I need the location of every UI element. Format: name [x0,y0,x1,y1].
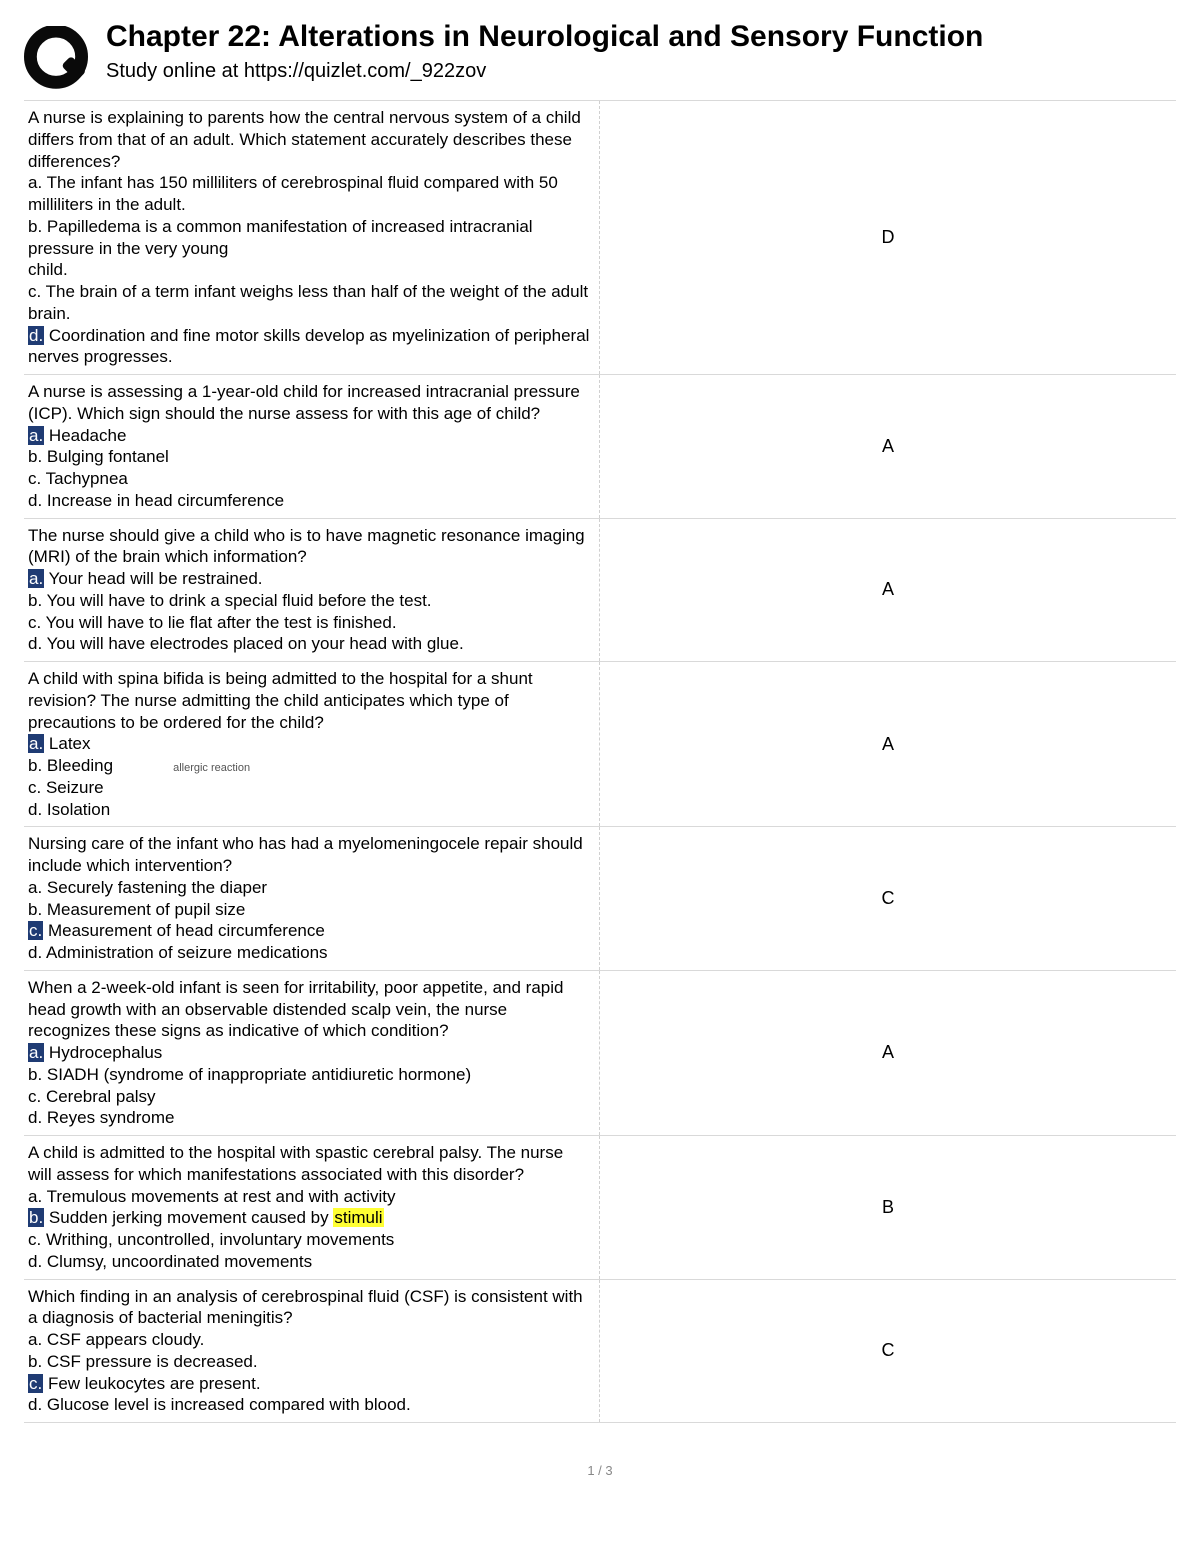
question-line: d. Clumsy, uncoordinated movements [28,1251,591,1273]
quizlet-logo-icon [24,26,88,90]
highlight: stimuli [333,1208,383,1227]
question-line: b. You will have to drink a special flui… [28,590,591,612]
highlight: c. [28,1374,43,1393]
question-cell: A child with spina bifida is being admit… [24,662,600,826]
highlight: a. [28,569,44,588]
question-line: c. The brain of a term infant weighs les… [28,281,591,325]
table-row: A nurse is assessing a 1-year-old child … [24,374,1176,518]
question-cell: A nurse is assessing a 1-year-old child … [24,375,600,518]
table-row: The nurse should give a child who is to … [24,518,1176,662]
question-line: c. Few leukocytes are present. [28,1373,591,1395]
question-line: b. SIADH (syndrome of inappropriate anti… [28,1064,591,1086]
question-line: a. CSF appears cloudy. [28,1329,591,1351]
question-cell: The nurse should give a child who is to … [24,519,600,662]
question-line: Which finding in an analysis of cerebros… [28,1286,591,1330]
question-line: b. CSF pressure is decreased. [28,1351,591,1373]
question-line: The nurse should give a child who is to … [28,525,591,569]
question-line: a. Latex [28,733,591,755]
question-cell: Nursing care of the infant who has had a… [24,827,600,970]
question-line: b. Bleedingallergic reaction [28,755,591,777]
question-line: a. Tremulous movements at rest and with … [28,1186,591,1208]
question-line: d. Isolation [28,799,591,821]
question-line: Nursing care of the infant who has had a… [28,833,591,877]
highlight: c. [28,921,43,940]
question-line: c. Cerebral palsy [28,1086,591,1108]
table-row: A child is admitted to the hospital with… [24,1135,1176,1279]
question-line: a. Securely fastening the diaper [28,877,591,899]
question-line: b. Measurement of pupil size [28,899,591,921]
question-line: A child is admitted to the hospital with… [28,1142,591,1186]
question-line: c. You will have to lie flat after the t… [28,612,591,634]
question-line: a. Your head will be restrained. [28,568,591,590]
table-row: Nursing care of the infant who has had a… [24,826,1176,970]
question-line: A nurse is assessing a 1-year-old child … [28,381,591,425]
page: Chapter 22: Alterations in Neurological … [0,0,1200,1498]
question-line: c. Measurement of head circumference [28,920,591,942]
answer-cell: C [600,1280,1176,1423]
annotation: allergic reaction [173,762,250,774]
question-line: d. You will have electrodes placed on yo… [28,633,591,655]
page-title: Chapter 22: Alterations in Neurological … [106,20,983,54]
table-row: A child with spina bifida is being admit… [24,661,1176,826]
answer-cell: A [600,971,1176,1135]
answer-cell: A [600,519,1176,662]
question-line: c. Seizure [28,777,591,799]
highlight: a. [28,734,44,753]
question-line: A nurse is explaining to parents how the… [28,107,591,172]
answer-cell: B [600,1136,1176,1279]
answer-cell: A [600,375,1176,518]
question-line: d. Reyes syndrome [28,1107,591,1129]
question-line: d. Glucose level is increased compared w… [28,1394,591,1416]
table-row: A nurse is explaining to parents how the… [24,100,1176,374]
question-line: When a 2-week-old infant is seen for irr… [28,977,591,1042]
header-text: Chapter 22: Alterations in Neurological … [106,20,983,83]
question-line: b. Papilledema is a common manifestation… [28,216,591,260]
answer-cell: C [600,827,1176,970]
highlight: b. [28,1208,44,1227]
question-cell: When a 2-week-old infant is seen for irr… [24,971,600,1135]
question-cell: A child is admitted to the hospital with… [24,1136,600,1279]
highlight: d. [28,326,44,345]
page-subtitle: Study online at https://quizlet.com/_922… [106,60,983,83]
question-line: child. [28,259,591,281]
table-row: Which finding in an analysis of cerebros… [24,1279,1176,1424]
question-cell: A nurse is explaining to parents how the… [24,101,600,374]
question-line: c. Tachypnea [28,468,591,490]
question-line: b. Bulging fontanel [28,446,591,468]
answer-cell: A [600,662,1176,826]
highlight: a. [28,426,44,445]
page-number: 1 / 3 [24,1463,1176,1478]
question-line: a. Headache [28,425,591,447]
qa-table: A nurse is explaining to parents how the… [24,100,1176,1423]
question-line: a. Hydrocephalus [28,1042,591,1064]
question-line: A child with spina bifida is being admit… [28,668,591,733]
answer-cell: D [600,101,1176,374]
question-line: d. Administration of seizure medications [28,942,591,964]
highlight: a. [28,1043,44,1062]
question-line: b. Sudden jerking movement caused by sti… [28,1207,591,1229]
question-line: c. Writhing, uncontrolled, involuntary m… [28,1229,591,1251]
question-line: a. The infant has 150 milliliters of cer… [28,172,591,216]
question-cell: Which finding in an analysis of cerebros… [24,1280,600,1423]
question-line: d. Coordination and fine motor skills de… [28,325,591,369]
header: Chapter 22: Alterations in Neurological … [24,20,1176,90]
table-row: When a 2-week-old infant is seen for irr… [24,970,1176,1135]
question-line: d. Increase in head circumference [28,490,591,512]
